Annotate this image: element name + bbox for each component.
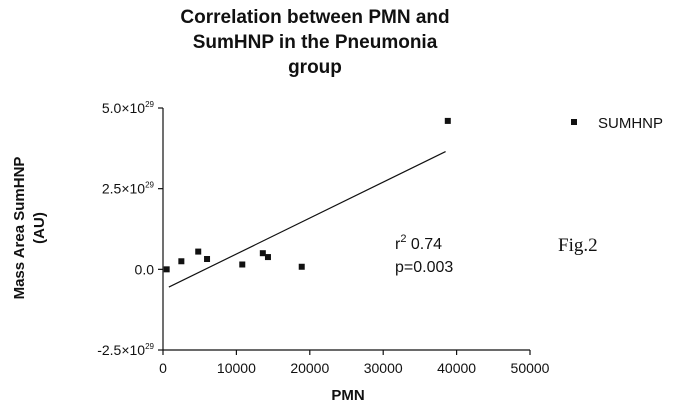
y-axis-title-line-1: Mass Area SumHNP [11,157,28,300]
y-tick-label-base: 2.5×10 [102,181,145,197]
data-points [163,117,451,273]
y-tick-label-base: 5.0×10 [102,100,145,116]
y-tick-label: 2.5×1029 [102,181,155,197]
data-point [239,261,246,268]
x-tick-label: 40000 [437,360,476,376]
chart-title-line-1: Correlation between PMN and [180,7,449,28]
r-squared-symbol: r [395,236,401,253]
x-tick-label: 0 [159,360,167,376]
data-point [444,117,451,124]
data-point [264,254,271,261]
data-point [204,256,211,263]
x-tick-label: 10000 [217,360,256,376]
y-tick-label-base: -2.5×10 [97,342,145,358]
y-axis-title-line-2: (AU) [31,212,48,244]
chart-title: Correlation between PMN and SumHNP in th… [180,7,449,78]
x-axis-ticks: 0 10000 20000 30000 40000 50000 [159,350,550,376]
legend-label: SUMHNP [598,115,663,132]
data-point [178,258,185,265]
x-axis-title: PMN [331,387,364,404]
x-tick-label: 20000 [290,360,329,376]
r-squared-annotation: r2 0.74 [395,233,442,253]
chart-title-line-2: SumHNP in the Pneumonia [193,32,438,53]
data-point [259,250,266,257]
x-axis: 0 10000 20000 30000 40000 50000 PMN [159,349,550,404]
regression-line [168,151,446,288]
y-tick-label: 0.0 [135,261,155,277]
p-value-annotation: p=0.003 [395,259,453,276]
data-point [298,263,305,270]
r-squared-value: 0.74 [406,236,442,253]
chart-title-line-3: group [288,57,342,78]
data-point [195,248,202,255]
y-tick-label: 5.0×1029 [102,100,155,116]
x-tick-label: 50000 [511,360,550,376]
y-tick-label-exponent: 29 [145,100,154,109]
y-tick-label-base: 0.0 [135,261,155,277]
annotation: r2 0.74 p=0.003 [395,233,453,276]
legend: SUMHNP [571,115,663,132]
y-tick-label-exponent: 29 [145,342,154,351]
legend-marker [571,119,577,125]
r-squared-exponent: 2 [400,233,406,245]
figure-label: Fig.2 [558,235,598,256]
x-tick-label: 30000 [364,360,403,376]
data-point [163,266,170,273]
y-tick-label: -2.5×1029 [97,342,154,358]
y-tick-label-exponent: 29 [145,181,154,190]
